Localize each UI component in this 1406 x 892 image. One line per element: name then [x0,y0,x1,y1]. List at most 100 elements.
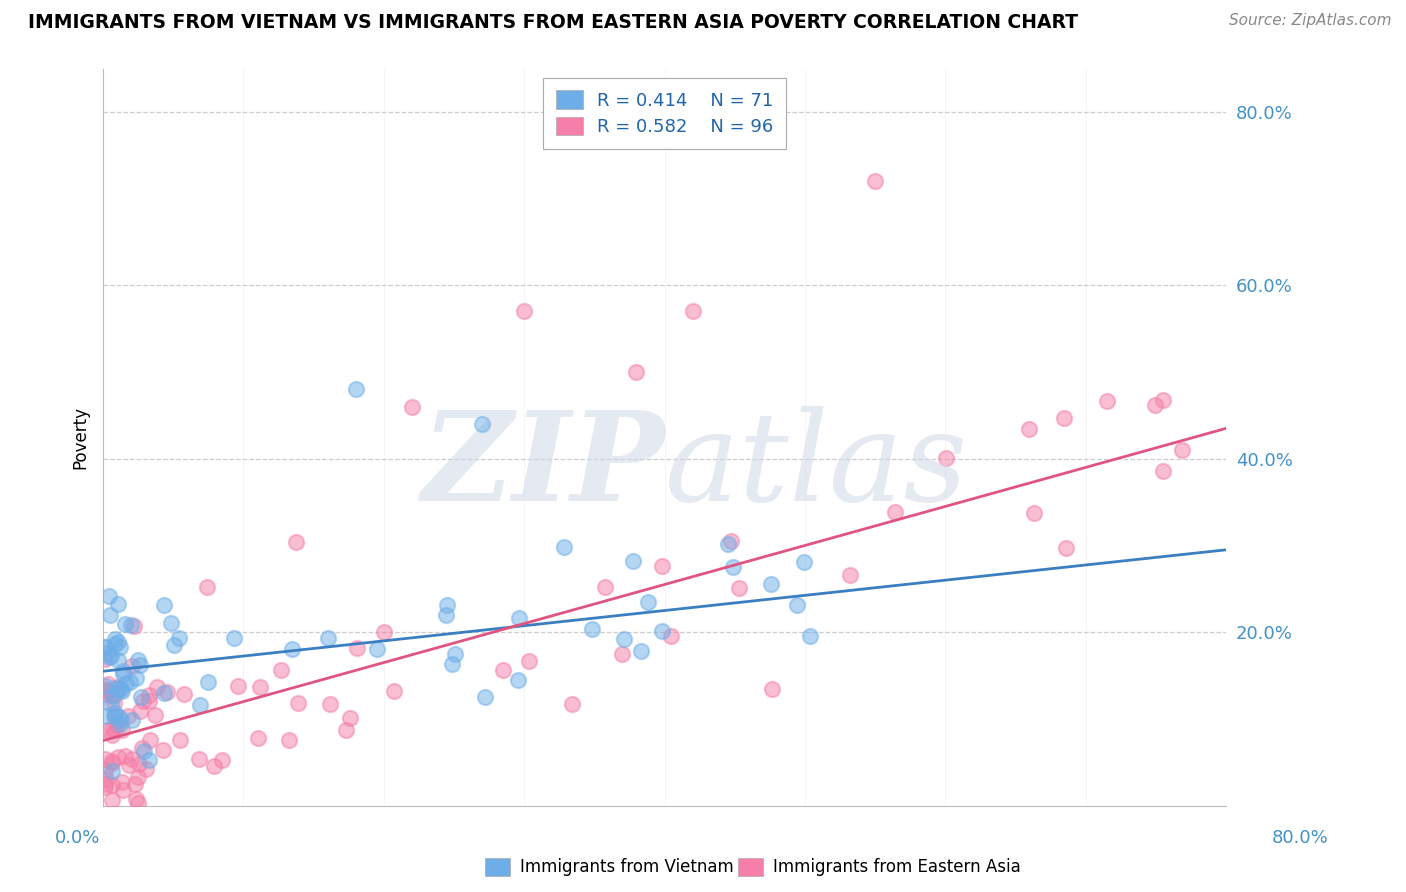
Point [335,723,357,737]
Point [105,717,128,731]
Point [153,598,176,612]
Point [101,816,124,830]
Point [169,816,191,830]
Point [211,753,233,767]
Point [761,681,783,696]
Point [97,677,120,691]
Point [138,733,160,747]
Point [637,594,659,608]
Point [134,744,156,758]
Point [146,680,169,694]
Point [112,666,135,681]
Point [717,537,740,551]
Point [471,417,494,431]
Point [96,646,118,660]
Point [118,758,141,772]
Text: Source: ZipAtlas.com: Source: ZipAtlas.com [1229,13,1392,29]
Point [124,777,146,791]
Point [626,365,648,379]
Point [96,683,118,698]
Point [935,451,957,466]
Point [561,697,583,711]
Point [124,671,146,685]
Point [613,632,636,646]
Point [226,679,249,693]
Point [104,636,127,650]
Point [101,756,124,771]
Point [107,653,129,667]
Point [105,686,128,700]
Point [519,654,541,668]
Point [101,806,124,821]
Point [108,640,131,655]
Point [121,713,143,727]
Point [883,505,905,519]
Point [167,632,190,646]
Point [508,610,530,624]
Text: Immigrants from Eastern Asia: Immigrants from Eastern Asia [773,858,1021,876]
Point [112,783,135,797]
Point [651,559,673,574]
Point [94,640,117,654]
Point [443,647,465,661]
Point [93,816,115,830]
Text: IMMIGRANTS FROM VIETNAM VS IMMIGRANTS FROM EASTERN ASIA POVERTY CORRELATION CHAR: IMMIGRANTS FROM VIETNAM VS IMMIGRANTS FR… [28,13,1078,32]
Point [197,675,219,690]
Point [98,607,121,622]
Point [122,619,145,633]
Point [108,716,131,731]
Point [107,710,129,724]
Point [169,732,191,747]
Point [761,577,783,591]
Point [100,764,122,778]
Point [553,540,575,554]
Point [111,775,134,789]
Point [111,683,134,698]
Point [346,640,368,655]
Point [659,629,682,643]
Point [94,772,117,787]
Point [104,632,127,646]
Point [111,664,134,678]
Point [104,723,127,737]
Point [152,686,174,700]
Point [1152,393,1174,408]
Point [104,709,127,723]
Point [93,652,115,666]
Point [156,685,179,699]
Point [382,684,405,698]
Text: Immigrants from Vietnam: Immigrants from Vietnam [520,858,734,876]
Point [97,589,120,603]
Point [138,753,160,767]
Point [1095,394,1118,409]
Point [93,640,115,655]
Point [287,696,309,710]
Point [188,698,211,712]
Point [281,642,304,657]
Point [93,777,115,791]
Point [104,681,127,695]
Point [339,711,361,725]
Point [366,641,388,656]
Point [1171,442,1194,457]
Point [152,743,174,757]
Point [111,723,134,738]
Point [103,697,125,711]
Point [107,680,129,694]
Point [1018,422,1040,436]
Point [120,617,142,632]
Point [270,663,292,677]
Point [184,816,207,830]
Point [131,740,153,755]
Point [121,659,143,673]
Point [110,682,132,697]
Point [101,690,124,704]
Point [786,598,808,612]
Point [93,780,115,794]
Point [101,778,124,792]
Point [128,704,150,718]
Point [94,682,117,697]
Point [581,622,603,636]
Y-axis label: Poverty: Poverty [72,406,89,468]
Point [143,708,166,723]
